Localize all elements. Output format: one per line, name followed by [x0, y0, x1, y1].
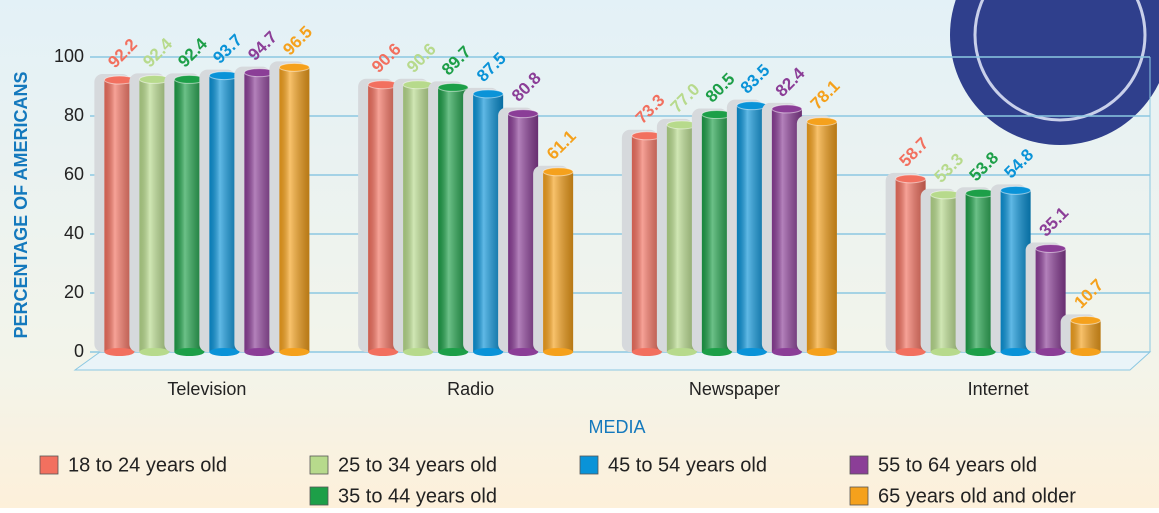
- bar-bottom: [473, 348, 503, 356]
- bar-highlight: [279, 67, 309, 352]
- bar-top: [508, 110, 538, 118]
- legend-label: 35 to 44 years old: [338, 485, 497, 507]
- x-tick-label: Radio: [447, 379, 494, 399]
- bar-bottom: [702, 348, 732, 356]
- bar-bottom: [438, 348, 468, 356]
- bar-top: [473, 90, 503, 98]
- bar-bottom: [543, 348, 573, 356]
- bar-bottom: [368, 348, 398, 356]
- legend-label: 25 to 34 years old: [338, 454, 497, 476]
- bar-bottom: [1071, 348, 1101, 356]
- legend-swatch: [850, 487, 868, 505]
- chart: PERCENTAGE OF AMERICANS MEDIA 0 20 40 60 80 1…: [0, 0, 1159, 508]
- bar-bottom: [174, 348, 204, 356]
- bar-top: [1071, 316, 1101, 324]
- bar-bottom: [244, 348, 274, 356]
- bar-highlight: [543, 172, 573, 352]
- bar-bottom: [279, 348, 309, 356]
- bar-bottom: [104, 348, 134, 356]
- legend-label: 18 to 24 years old: [68, 454, 227, 476]
- bar-highlight: [807, 122, 837, 352]
- bar-bottom: [139, 348, 169, 356]
- bar-top: [807, 118, 837, 126]
- y-tick-label: 0: [74, 341, 84, 361]
- y-tick-label: 100: [54, 46, 84, 66]
- y-tick-label: 80: [64, 105, 84, 125]
- bar-bottom: [667, 348, 697, 356]
- bar-bottom: [737, 348, 767, 356]
- bar-bottom: [772, 348, 802, 356]
- bar-bottom: [1036, 348, 1066, 356]
- legend-swatch: [850, 456, 868, 474]
- x-axis-label: MEDIA: [588, 417, 645, 437]
- legend-swatch: [310, 487, 328, 505]
- legend-swatch: [310, 456, 328, 474]
- bar-bottom: [632, 348, 662, 356]
- bar-top: [1001, 186, 1031, 194]
- legend-label: 65 years old and older: [878, 485, 1076, 507]
- bar-top: [279, 63, 309, 71]
- bar-bottom: [1001, 348, 1031, 356]
- bar-bottom: [807, 348, 837, 356]
- y-axis-label: PERCENTAGE OF AMERICANS: [11, 71, 31, 338]
- bar-top: [772, 105, 802, 113]
- bar-bottom: [931, 348, 961, 356]
- bar-bottom: [896, 348, 926, 356]
- legend-swatch: [40, 456, 58, 474]
- bar-bottom: [508, 348, 538, 356]
- legend-swatch: [580, 456, 598, 474]
- x-tick-label: Television: [167, 379, 246, 399]
- y-tick-label: 20: [64, 282, 84, 302]
- bar-top: [896, 175, 926, 183]
- bar-top: [1036, 244, 1066, 252]
- y-tick-label: 60: [64, 164, 84, 184]
- bar-highlight: [1071, 320, 1101, 352]
- bar-bottom: [403, 348, 433, 356]
- y-tick-label: 40: [64, 223, 84, 243]
- legend-label: 55 to 64 years old: [878, 454, 1037, 476]
- x-tick-label: Internet: [968, 379, 1029, 399]
- x-tick-label: Newspaper: [689, 379, 780, 399]
- legend-label: 45 to 54 years old: [608, 454, 767, 476]
- bar-bottom: [209, 348, 239, 356]
- bar-bottom: [966, 348, 996, 356]
- bar-top: [543, 168, 573, 176]
- bar-top: [438, 83, 468, 91]
